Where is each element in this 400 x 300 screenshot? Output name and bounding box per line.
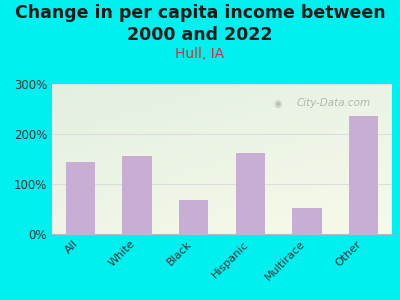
Text: Change in per capita income between: Change in per capita income between <box>15 4 385 22</box>
Bar <box>236 152 265 234</box>
Bar <box>122 155 152 234</box>
Text: City-Data.com: City-Data.com <box>297 98 371 109</box>
Text: ◉: ◉ <box>274 98 282 109</box>
Bar <box>349 116 378 234</box>
Text: Hull, IA: Hull, IA <box>176 46 224 61</box>
Bar <box>179 200 208 234</box>
Bar <box>66 161 95 234</box>
Text: 2000 and 2022: 2000 and 2022 <box>127 26 273 44</box>
Bar <box>292 208 322 234</box>
